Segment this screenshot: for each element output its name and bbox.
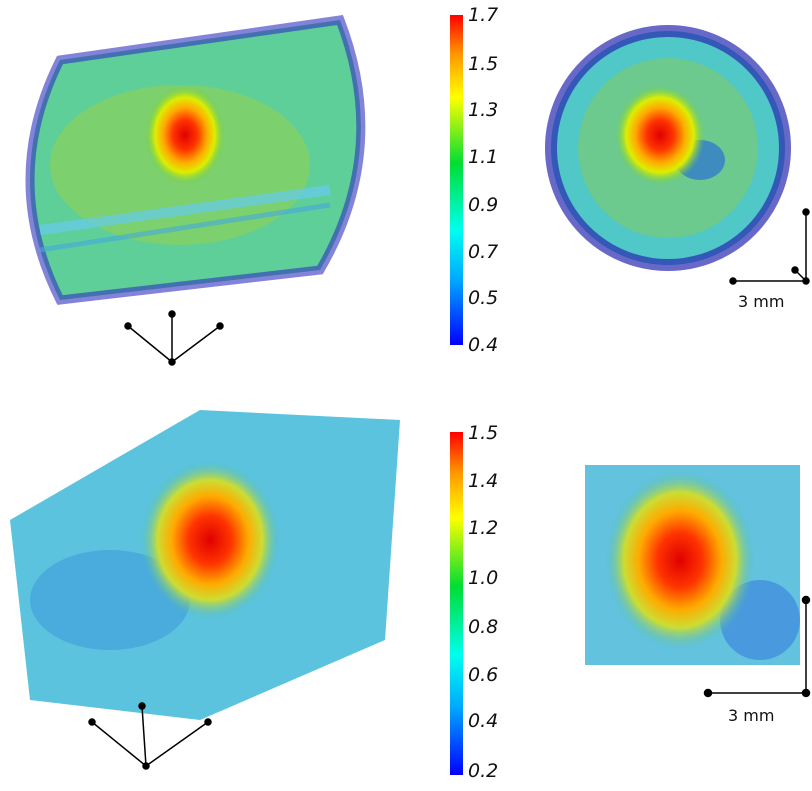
colorbar-tick: 0.6 xyxy=(468,664,499,686)
colorbar-tick: 0.9 xyxy=(468,194,499,216)
colorbar-tick: 0.8 xyxy=(468,616,499,638)
colorbar-tick: 1.1 xyxy=(468,146,499,168)
axes-triad-icon xyxy=(88,702,212,770)
scale-bar-label: 3 mm xyxy=(728,706,775,725)
colorbar-tick: 1.3 xyxy=(468,99,499,121)
axes-triad-icon xyxy=(124,310,224,366)
tissue-block-end-view xyxy=(585,465,800,665)
colorbar-tick: 0.7 xyxy=(468,241,499,263)
colorbar-tick: 1.2 xyxy=(468,517,499,539)
colorbar-tick: 1.0 xyxy=(468,567,499,589)
colorbar-tick: 0.4 xyxy=(468,334,499,356)
tissue-block-oblique-view xyxy=(10,410,400,720)
colorbar-tick: 0.2 xyxy=(468,760,499,782)
scale-bar-label: 3 mm xyxy=(738,292,785,311)
colorbar-tick: 0.5 xyxy=(468,287,499,309)
colorbar-tick: 1.5 xyxy=(468,53,499,75)
colorbar-bottom xyxy=(450,432,463,775)
colorbar-tick: 0.4 xyxy=(468,710,499,732)
scale-bar xyxy=(703,595,811,698)
colorbar-tick: 1.4 xyxy=(468,470,499,492)
cylinder-oblique-view xyxy=(25,15,366,305)
colorbar-top xyxy=(450,15,463,345)
colorbar-tick: 1.7 xyxy=(468,4,499,26)
scale-bar xyxy=(729,208,810,285)
colorbar-tick: 1.5 xyxy=(468,422,499,444)
cylinder-end-view xyxy=(545,25,791,271)
